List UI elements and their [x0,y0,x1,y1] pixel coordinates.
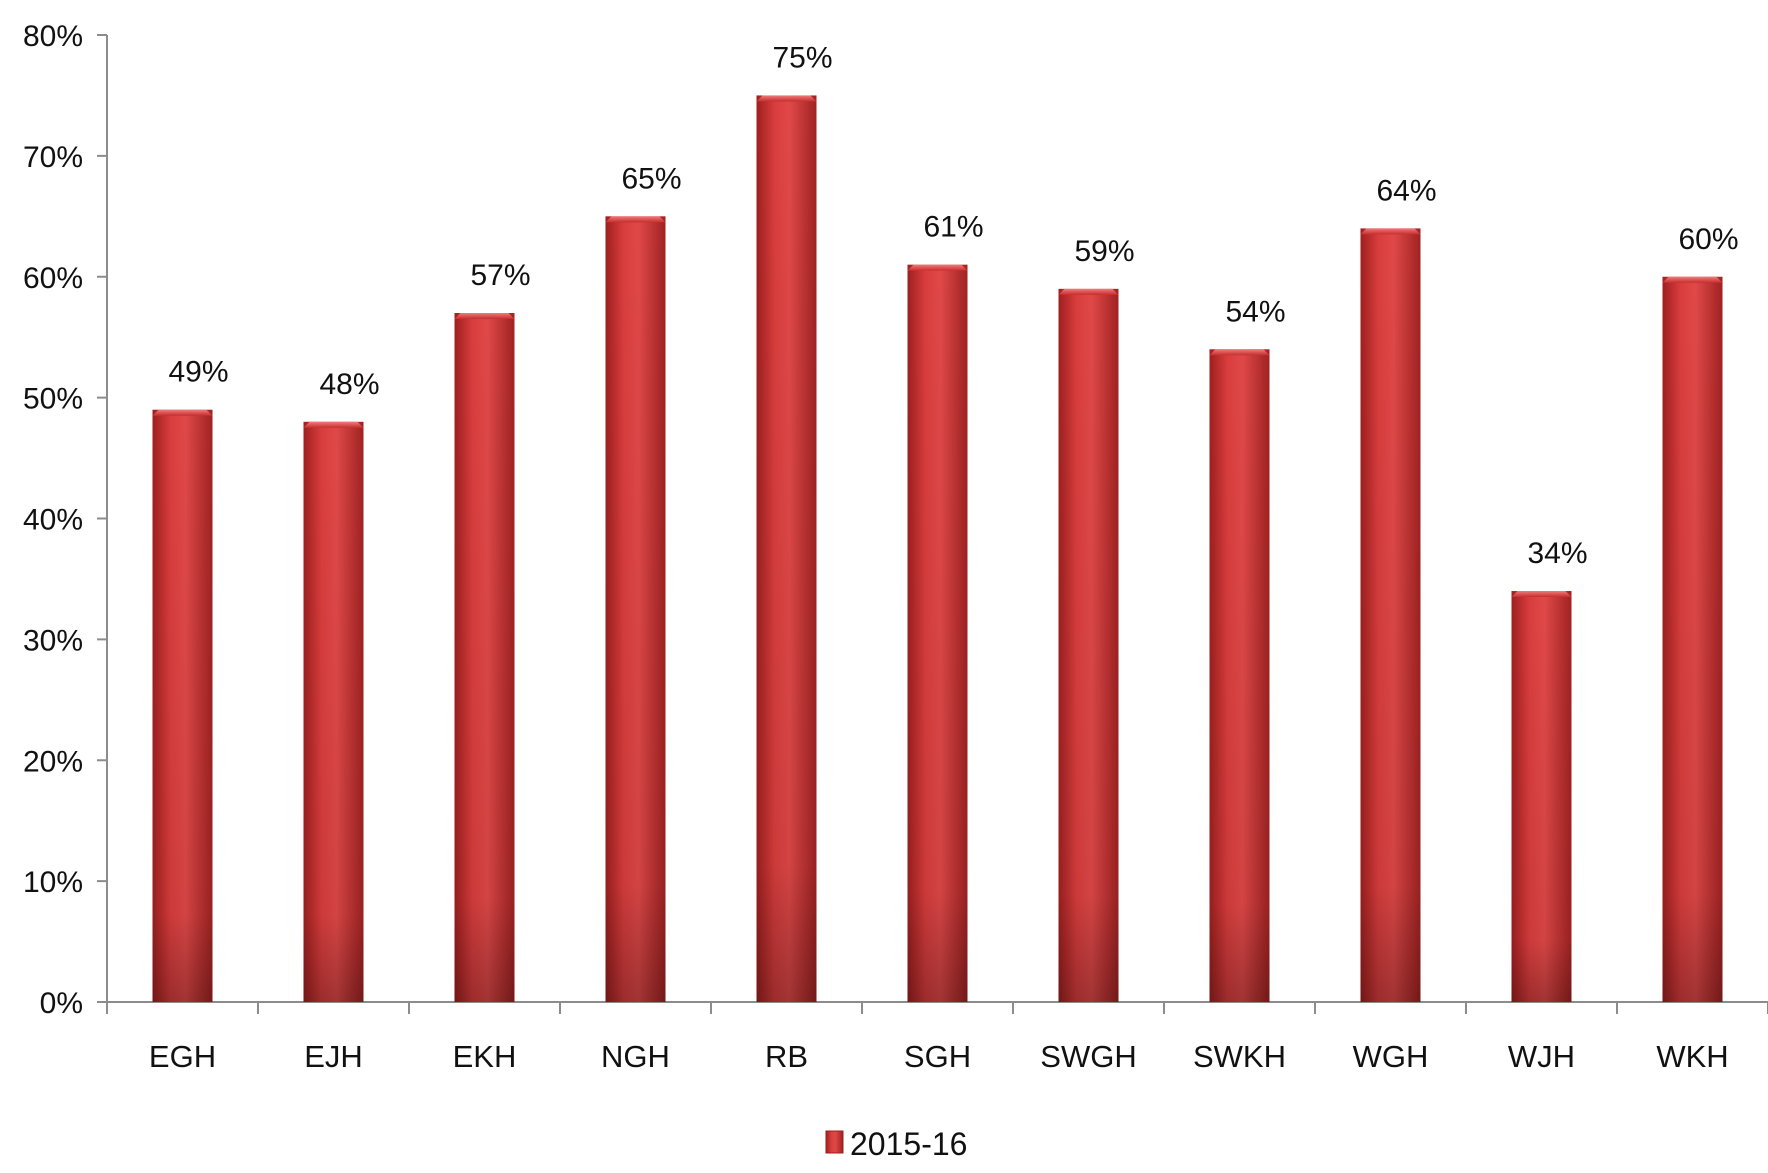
y-tick-label: 40% [23,504,83,537]
bar-top-cap [1360,228,1421,235]
data-label: 61% [923,211,983,244]
bar-shade [152,409,213,1002]
data-label: 60% [1678,223,1738,256]
category-label: EJH [304,1039,363,1074]
category-label: RB [765,1039,808,1074]
legend-swatch [825,1130,844,1154]
bar-shade [1662,276,1723,1002]
legend: 2015-16 [825,1126,967,1162]
data-label: 54% [1225,295,1285,328]
category-label: WJH [1508,1039,1575,1074]
category-label: SWKH [1193,1039,1286,1074]
bar-shade [303,421,364,1002]
category-label: SWGH [1040,1039,1136,1074]
category-label: WKH [1656,1039,1728,1074]
bar-top-cap [1511,591,1572,598]
bar-shade [907,264,968,1003]
data-label: 48% [319,368,379,401]
bar-top-cap [152,409,213,416]
category-label: EKH [453,1039,517,1074]
bar-shade [605,216,666,1002]
data-label: 75% [772,41,832,74]
legend-label: 2015-16 [850,1126,967,1162]
data-label: 59% [1074,235,1134,268]
y-tick-label: 70% [23,141,83,174]
bar-shade [1511,591,1572,1002]
category-label: WGH [1353,1039,1429,1074]
data-label: 34% [1527,537,1587,570]
bar-top-cap [605,216,666,223]
y-tick-label: 0% [40,987,83,1020]
bar-top-cap [1209,349,1270,356]
category-label: EGH [149,1039,216,1074]
bar-top-cap [756,95,817,102]
labels-group: 49% EGH 48% EJH 57% EKH 65% NGH 75% RB 61% SGH 59% SW… [149,41,1739,1074]
data-label: 65% [621,162,681,195]
bar-top-cap [454,313,515,320]
category-label: NGH [601,1039,670,1074]
bars-group [152,95,1723,1003]
y-tick-label: 80% [23,20,83,53]
bar-top-cap [1058,288,1119,295]
data-label: 49% [168,356,228,389]
y-tick-label: 20% [23,745,83,778]
bar-shade [1360,228,1421,1002]
bar-top-cap [1662,276,1723,283]
y-tick-label: 30% [23,624,83,657]
axes: 0% 10% 20% 30% 40% 50% 60% 70% 80% [23,20,1768,1020]
bar-shade [756,95,817,1002]
data-label: 64% [1376,174,1436,207]
y-tick-label: 60% [23,262,83,295]
bar-shade [1058,288,1119,1002]
bar-top-cap [303,421,364,428]
bar-top-cap [907,264,968,271]
bar-shade [1209,349,1270,1002]
category-label: SGH [904,1039,971,1074]
y-tick-label: 50% [23,383,83,416]
data-label: 57% [470,259,530,292]
y-tick-label: 10% [23,866,83,899]
bar-shade [454,313,515,1002]
